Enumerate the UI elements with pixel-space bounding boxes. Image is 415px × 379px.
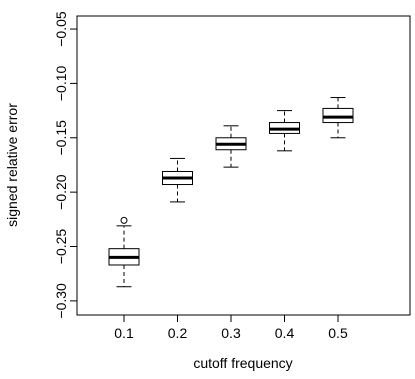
outlier-point bbox=[120, 216, 128, 224]
box-0.4 bbox=[269, 110, 300, 152]
box-0.5 bbox=[322, 97, 354, 139]
x-tick-label: 0.3 bbox=[221, 325, 241, 341]
boxes-group bbox=[108, 97, 354, 288]
y-tick-label: −0.20 bbox=[53, 174, 69, 210]
box-0.1 bbox=[108, 216, 140, 288]
x-tick-label: 0.5 bbox=[328, 325, 348, 341]
x-tick-label: 0.1 bbox=[114, 325, 134, 341]
y-axis-label: signed relative error bbox=[4, 103, 20, 227]
box-0.3 bbox=[215, 125, 247, 168]
y-tick-label: −0.30 bbox=[53, 283, 69, 319]
y-axis: −0.30 −0.25 −0.20 −0.15 −0.10 −0.05 bbox=[53, 11, 78, 319]
x-tick-label: 0.2 bbox=[168, 325, 188, 341]
box-0.2 bbox=[162, 157, 193, 203]
y-tick-label: −0.15 bbox=[53, 120, 69, 156]
y-tick-label: −0.05 bbox=[53, 11, 69, 47]
y-tick-label: −0.25 bbox=[53, 229, 69, 265]
box-iqr bbox=[322, 107, 354, 124]
x-axis: 0.1 0.2 0.3 0.4 0.5 bbox=[114, 314, 348, 341]
x-axis-label: cutoff frequency bbox=[193, 355, 292, 371]
plot-frame bbox=[76, 15, 411, 316]
y-tick-label: −0.10 bbox=[53, 65, 69, 101]
x-tick-label: 0.4 bbox=[275, 325, 295, 341]
